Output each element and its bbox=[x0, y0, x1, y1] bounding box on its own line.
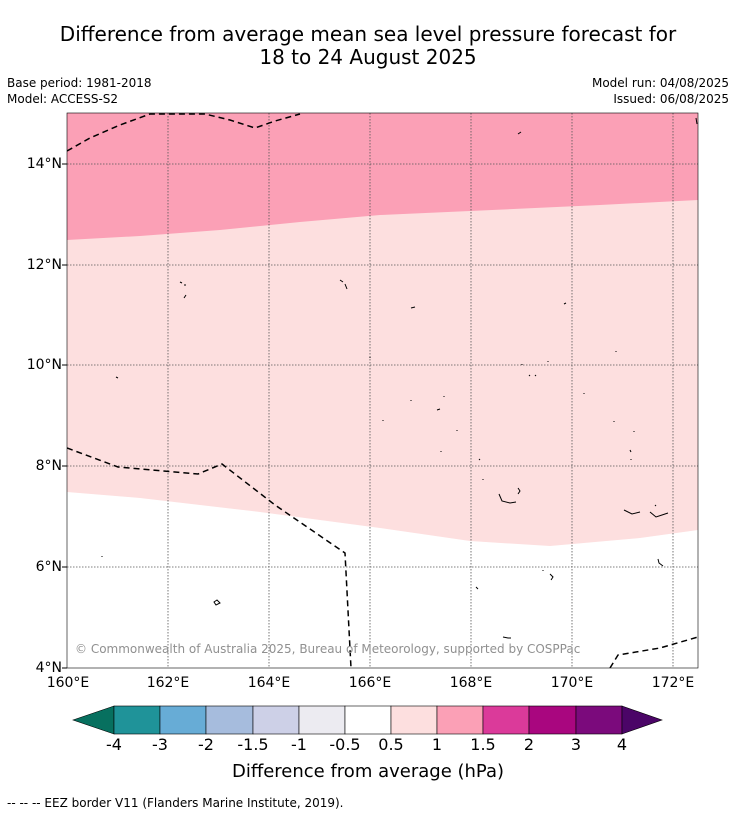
colorbar-tick-label: -2 bbox=[198, 735, 214, 754]
lon-label: 162°E bbox=[146, 675, 190, 691]
colorbar-swatch bbox=[575, 705, 623, 735]
map-frame bbox=[66, 112, 699, 669]
colorbar-tick-label: -1.5 bbox=[237, 735, 269, 754]
graticule bbox=[67, 113, 698, 668]
meta-right: Model run: 04/08/2025 Issued: 06/08/2025 bbox=[592, 75, 729, 107]
colorbar-tick-label: -0.5 bbox=[329, 735, 361, 754]
islands bbox=[101, 117, 698, 639]
lat-label: 12°N bbox=[26, 257, 62, 273]
colorbar-tick-label: 1.5 bbox=[470, 735, 496, 754]
colorbar bbox=[72, 705, 663, 735]
colorbar-swatch bbox=[298, 705, 346, 735]
model-run: Model run: 04/08/2025 bbox=[591, 76, 729, 90]
colorbar-swatch bbox=[482, 705, 530, 735]
colorbar-swatch bbox=[436, 705, 484, 735]
colorbar-swatch bbox=[205, 705, 254, 735]
lat-ticks bbox=[62, 163, 67, 669]
colorbar-swatch bbox=[113, 705, 161, 735]
lat-label: 10°N bbox=[26, 357, 62, 373]
lat-label: 14°N bbox=[26, 156, 62, 172]
colorbar-tick-label: -4 bbox=[106, 735, 122, 754]
colorbar-swatch bbox=[528, 705, 577, 735]
lon-label: 172°E bbox=[651, 675, 695, 691]
colorbar-swatch bbox=[344, 705, 392, 735]
colorbar-tick-label: 2 bbox=[523, 735, 535, 754]
lat-label: 8°N bbox=[35, 458, 62, 474]
colorbar-tick-label: 0.5 bbox=[378, 735, 404, 754]
chart-title-line-2: 18 to 24 August 2025 bbox=[259, 45, 477, 69]
lon-label: 170°E bbox=[550, 675, 594, 691]
colorbar-swatch bbox=[252, 705, 300, 735]
colorbar-extend-high bbox=[621, 705, 663, 735]
base-period: Base period: 1981-2018 bbox=[7, 76, 152, 90]
lat-label: 6°N bbox=[35, 559, 62, 575]
lon-label: 166°E bbox=[348, 675, 392, 691]
chart-title-line-1: Difference from average mean sea level p… bbox=[59, 22, 677, 46]
colorbar-tick-label: 4 bbox=[616, 735, 628, 754]
lat-label: 4°N bbox=[35, 660, 62, 676]
map-area: © Commonwealth of Australia 2025, Bureau… bbox=[67, 113, 698, 668]
colorbar-tick-label: 3 bbox=[570, 735, 582, 754]
colorbar-tick-label: -3 bbox=[152, 735, 168, 754]
issued-date: Issued: 06/08/2025 bbox=[613, 92, 729, 106]
lon-label: 164°E bbox=[247, 675, 291, 691]
lon-label: 160°E bbox=[46, 675, 90, 691]
eez-legend-note: -- -- -- EEZ border V11 (Flanders Marine… bbox=[7, 796, 344, 810]
copyright-note: © Commonwealth of Australia 2025, Bureau… bbox=[75, 642, 580, 656]
colorbar-label: Difference from average (hPa) bbox=[231, 761, 505, 782]
colorbar-swatch bbox=[390, 705, 438, 735]
model-name: Model: ACCESS-S2 bbox=[7, 92, 119, 106]
colorbar-tick-label: 1 bbox=[431, 735, 443, 754]
eez-borders bbox=[67, 113, 698, 668]
lon-label: 168°E bbox=[449, 675, 493, 691]
anomaly-band-1-to-1-5 bbox=[67, 113, 698, 240]
colorbar-swatch bbox=[159, 705, 207, 735]
meta-left: Base period: 1981-2018 Model: ACCESS-S2 bbox=[7, 75, 152, 107]
colorbar-tick-label: -1 bbox=[291, 735, 307, 754]
colorbar-extend-low bbox=[72, 705, 115, 735]
